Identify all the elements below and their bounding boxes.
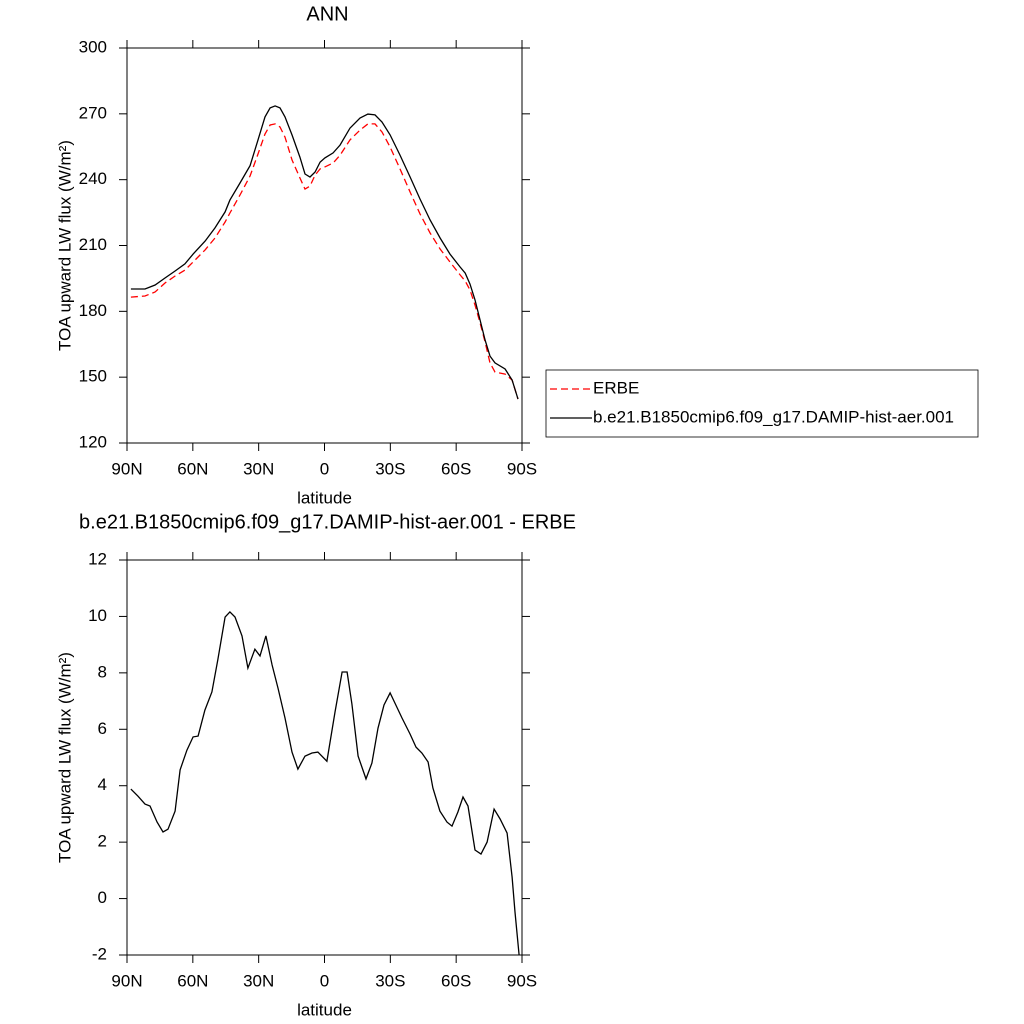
y-tick-label: 4 [98, 775, 107, 794]
y-tick-label: 240 [79, 169, 107, 188]
y-tick-label: 270 [79, 103, 107, 122]
x-tick-label: 30N [243, 459, 274, 478]
x-tick-label: 90N [111, 459, 142, 478]
x-tick-label: 30N [243, 971, 274, 990]
legend-label: b.e21.B1850cmip6.f09_g17.DAMIP-hist-aer.… [593, 407, 954, 426]
y-axis-label: TOA upward LW flux (W/m²) [55, 140, 74, 351]
x-tick-label: 60S [441, 459, 471, 478]
y-tick-label: 180 [79, 301, 107, 320]
y-tick-label: 12 [88, 549, 107, 568]
data-line [130, 610, 520, 956]
x-tick-label: 60N [177, 459, 208, 478]
x-tick-label: 60N [177, 971, 208, 990]
data-line [130, 105, 519, 400]
x-tick-label: 90N [111, 971, 142, 990]
plot-frame [126, 47, 523, 444]
y-tick-label: 10 [88, 606, 107, 625]
x-tick-label: 0 [320, 459, 329, 478]
x-tick-label: 60S [441, 971, 471, 990]
y-tick-label: -2 [92, 944, 107, 963]
chart-title: b.e21.B1850cmip6.f09_g17.DAMIP-hist-aer.… [79, 511, 576, 533]
x-axis-label: latitude [297, 1000, 352, 1019]
y-tick-label: 210 [79, 235, 107, 254]
y-axis-label: TOA upward LW flux (W/m²) [55, 652, 74, 863]
x-tick-label: 30S [375, 459, 405, 478]
y-tick-label: 2 [98, 832, 107, 851]
legend-box [545, 369, 979, 438]
data-line [130, 123, 519, 400]
y-tick-label: 150 [79, 367, 107, 386]
y-tick-label: 120 [79, 432, 107, 451]
plot-frame [126, 559, 523, 956]
x-tick-label: 90S [507, 971, 537, 990]
y-tick-label: 6 [98, 719, 107, 738]
x-tick-label: 30S [375, 971, 405, 990]
y-tick-label: 300 [79, 37, 107, 56]
chart-title: ANN [306, 3, 348, 25]
legend-label: ERBE [593, 378, 639, 397]
x-tick-label: 90S [507, 459, 537, 478]
x-tick-label: 0 [320, 971, 329, 990]
y-tick-label: 0 [98, 888, 107, 907]
y-tick-label: 8 [98, 662, 107, 681]
x-axis-label: latitude [297, 488, 352, 507]
